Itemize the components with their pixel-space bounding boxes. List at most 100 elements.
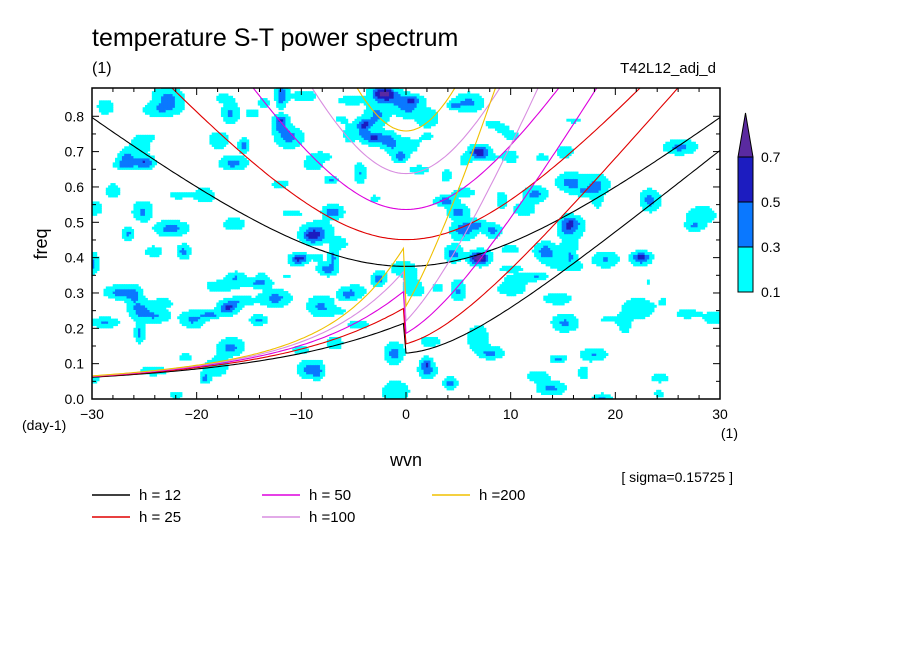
contour-cell (250, 111, 254, 115)
contour-cell (105, 109, 109, 113)
contour-cell (453, 245, 457, 248)
contour-cell (395, 91, 399, 95)
contour-cell (243, 277, 247, 281)
contour-cell (462, 238, 466, 242)
contour-cell (421, 95, 425, 99)
contour-cell (246, 144, 250, 147)
contour-cell (156, 302, 160, 306)
contour-cell (151, 155, 155, 159)
contour-cell (412, 272, 415, 276)
contour-cell (331, 242, 335, 246)
contour-cell (455, 235, 459, 239)
contour-cell (154, 307, 158, 311)
contour-cell (398, 104, 402, 108)
contour-cell (112, 320, 116, 324)
contour-cell (407, 104, 411, 108)
contour-cell (446, 102, 450, 106)
contour-cell (372, 91, 376, 95)
contour-cell (296, 134, 300, 138)
contour-cell (285, 118, 289, 122)
contour-cell (105, 104, 109, 108)
contour-cell (384, 134, 388, 138)
contour-cell (267, 300, 270, 304)
contour-cell (232, 155, 236, 159)
contour-cell (421, 98, 425, 101)
contour-cell (375, 134, 379, 138)
contour-cell (375, 127, 379, 131)
contour-cell (319, 233, 323, 237)
contour-cell (395, 359, 399, 363)
contour-cell (414, 279, 418, 283)
contour-cell (384, 148, 388, 152)
contour-cell (386, 350, 390, 354)
contour-cell (382, 137, 386, 141)
contour-cell (147, 300, 151, 304)
contour-cell (202, 194, 206, 198)
contour-cell (179, 316, 183, 320)
contour-cell (179, 192, 183, 196)
contour-cell (278, 125, 282, 129)
contour-cell (315, 297, 319, 301)
contour-cell (368, 91, 372, 95)
contour-cell (448, 100, 452, 104)
contour-cell (340, 121, 344, 124)
contour-cell (144, 309, 148, 313)
contour-cell (299, 371, 303, 375)
contour-cell (451, 199, 455, 203)
contour-cell (283, 93, 287, 97)
contour-cell (375, 196, 379, 200)
contour-cell (161, 309, 164, 313)
contour-cell (333, 268, 337, 271)
contour-cell (398, 387, 402, 391)
contour-cell (248, 277, 252, 281)
contour-cell (234, 348, 238, 352)
contour-cell (246, 148, 250, 152)
contour-cell (455, 203, 459, 207)
contour-cell (227, 314, 231, 317)
contour-cell (158, 297, 162, 301)
contour-cell (276, 88, 280, 92)
contour-cell (181, 353, 185, 356)
contour-cell (163, 318, 167, 322)
contour-cell (349, 102, 353, 106)
contour-cell (144, 139, 148, 143)
contour-cell (430, 111, 434, 115)
contour-cell (135, 153, 139, 157)
contour-cell (333, 240, 337, 244)
contour-cell (379, 144, 383, 147)
contour-cell (232, 224, 236, 228)
contour-cell (467, 238, 471, 242)
contour-cell (278, 130, 282, 134)
contour-cell (124, 233, 128, 237)
contour-cell (416, 95, 420, 99)
contour-cell (133, 141, 137, 145)
contour-cell (257, 279, 261, 283)
contour-cell (158, 247, 162, 251)
contour-cell (135, 210, 139, 214)
contour-cell (230, 118, 234, 122)
contour-cell (398, 270, 402, 274)
contour-cell (255, 277, 259, 281)
contour-cell (278, 302, 282, 306)
contour-cell (138, 302, 141, 306)
contour-cell (386, 146, 390, 150)
contour-cell (324, 238, 328, 242)
contour-cell (460, 100, 464, 104)
contour-cell (467, 341, 471, 345)
contour-cell (234, 116, 238, 120)
contour-cell (333, 235, 337, 239)
contour-cell (317, 359, 321, 363)
contour-cell (342, 98, 346, 101)
contour-cell (110, 102, 114, 106)
contour-cell (425, 336, 429, 340)
contour-cell (220, 164, 224, 168)
contour-cell (448, 376, 452, 379)
contour-cell (121, 231, 125, 235)
contour-cell (138, 137, 141, 141)
contour-cell (336, 118, 339, 122)
contour-cell (220, 281, 224, 285)
contour-cell (142, 206, 146, 209)
contour-cell (278, 300, 282, 304)
contour-cell (409, 95, 413, 99)
contour-cell (448, 251, 452, 255)
